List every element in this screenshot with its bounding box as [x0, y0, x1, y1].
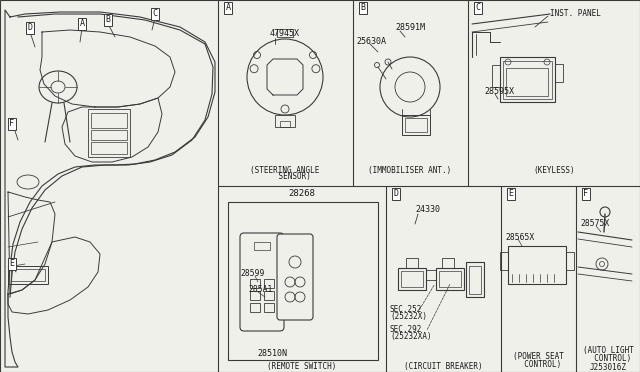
Bar: [228, 202, 378, 360]
Bar: [8, 266, 48, 284]
Bar: [264, 279, 274, 288]
Bar: [405, 118, 427, 132]
FancyBboxPatch shape: [277, 234, 313, 320]
Text: 24330: 24330: [415, 205, 440, 215]
Text: C: C: [152, 10, 157, 19]
Text: B: B: [106, 16, 111, 25]
Bar: [566, 252, 574, 270]
Text: 47945X: 47945X: [270, 29, 300, 38]
Text: F: F: [10, 119, 15, 128]
Bar: [91, 142, 127, 154]
Bar: [503, 61, 552, 99]
Bar: [439, 271, 461, 287]
Bar: [250, 279, 260, 288]
Bar: [264, 291, 274, 300]
Bar: [91, 113, 127, 128]
Text: 28599: 28599: [240, 269, 264, 279]
Text: A: A: [79, 19, 84, 29]
Text: SEC.292: SEC.292: [390, 326, 422, 334]
Bar: [506, 68, 548, 96]
Text: 28575X: 28575X: [580, 219, 609, 228]
Bar: [442, 258, 454, 268]
Text: (POWER SEAT: (POWER SEAT: [513, 352, 563, 360]
Text: F: F: [584, 189, 589, 199]
Text: (STEERING ANGLE: (STEERING ANGLE: [250, 166, 320, 174]
Text: (25232X): (25232X): [390, 312, 427, 321]
Text: CONTROL): CONTROL): [515, 359, 561, 369]
Bar: [91, 130, 127, 140]
Bar: [275, 115, 295, 127]
Bar: [250, 303, 260, 312]
Bar: [264, 303, 274, 312]
Bar: [466, 262, 484, 297]
Text: E: E: [509, 189, 513, 199]
Text: C: C: [476, 3, 481, 13]
Bar: [88, 109, 130, 157]
Bar: [406, 258, 418, 268]
Text: 28595X: 28595X: [484, 87, 514, 96]
Bar: [254, 242, 270, 250]
Bar: [11, 269, 45, 281]
Text: J253016Z: J253016Z: [589, 362, 627, 372]
Text: (KEYLESS): (KEYLESS): [533, 166, 575, 174]
Text: 28510N: 28510N: [257, 350, 287, 359]
Bar: [277, 29, 293, 37]
Bar: [402, 115, 430, 135]
Bar: [436, 268, 464, 290]
Text: 28565X: 28565X: [505, 232, 534, 241]
Text: 28591M: 28591M: [395, 22, 425, 32]
Text: SEC.252: SEC.252: [390, 305, 422, 314]
Text: (IMMOBILISER ANT.): (IMMOBILISER ANT.): [369, 166, 452, 174]
Text: SENSOR): SENSOR): [260, 171, 310, 180]
Text: 285A1: 285A1: [248, 285, 273, 295]
Bar: [508, 246, 566, 284]
Bar: [280, 121, 290, 127]
Bar: [500, 252, 508, 270]
Bar: [492, 65, 500, 87]
Text: 28268: 28268: [289, 189, 316, 199]
Bar: [401, 271, 423, 287]
Text: 25630A: 25630A: [356, 38, 386, 46]
Bar: [469, 266, 481, 294]
Text: CONTROL): CONTROL): [585, 353, 631, 362]
Text: INST. PANEL: INST. PANEL: [550, 10, 601, 19]
Text: D: D: [28, 23, 33, 32]
Text: (REMOTE SWITCH): (REMOTE SWITCH): [268, 362, 337, 372]
Text: A: A: [225, 3, 230, 13]
Text: (CIRCUIT BREAKER): (CIRCUIT BREAKER): [404, 362, 483, 372]
Bar: [500, 57, 555, 102]
Text: (AUTO LIGHT: (AUTO LIGHT: [582, 346, 634, 355]
Text: D: D: [394, 189, 399, 199]
Bar: [398, 268, 426, 290]
Text: (25232XA): (25232XA): [390, 333, 431, 341]
Bar: [555, 64, 563, 82]
Text: B: B: [360, 3, 365, 13]
Bar: [250, 291, 260, 300]
Text: E: E: [10, 260, 15, 269]
